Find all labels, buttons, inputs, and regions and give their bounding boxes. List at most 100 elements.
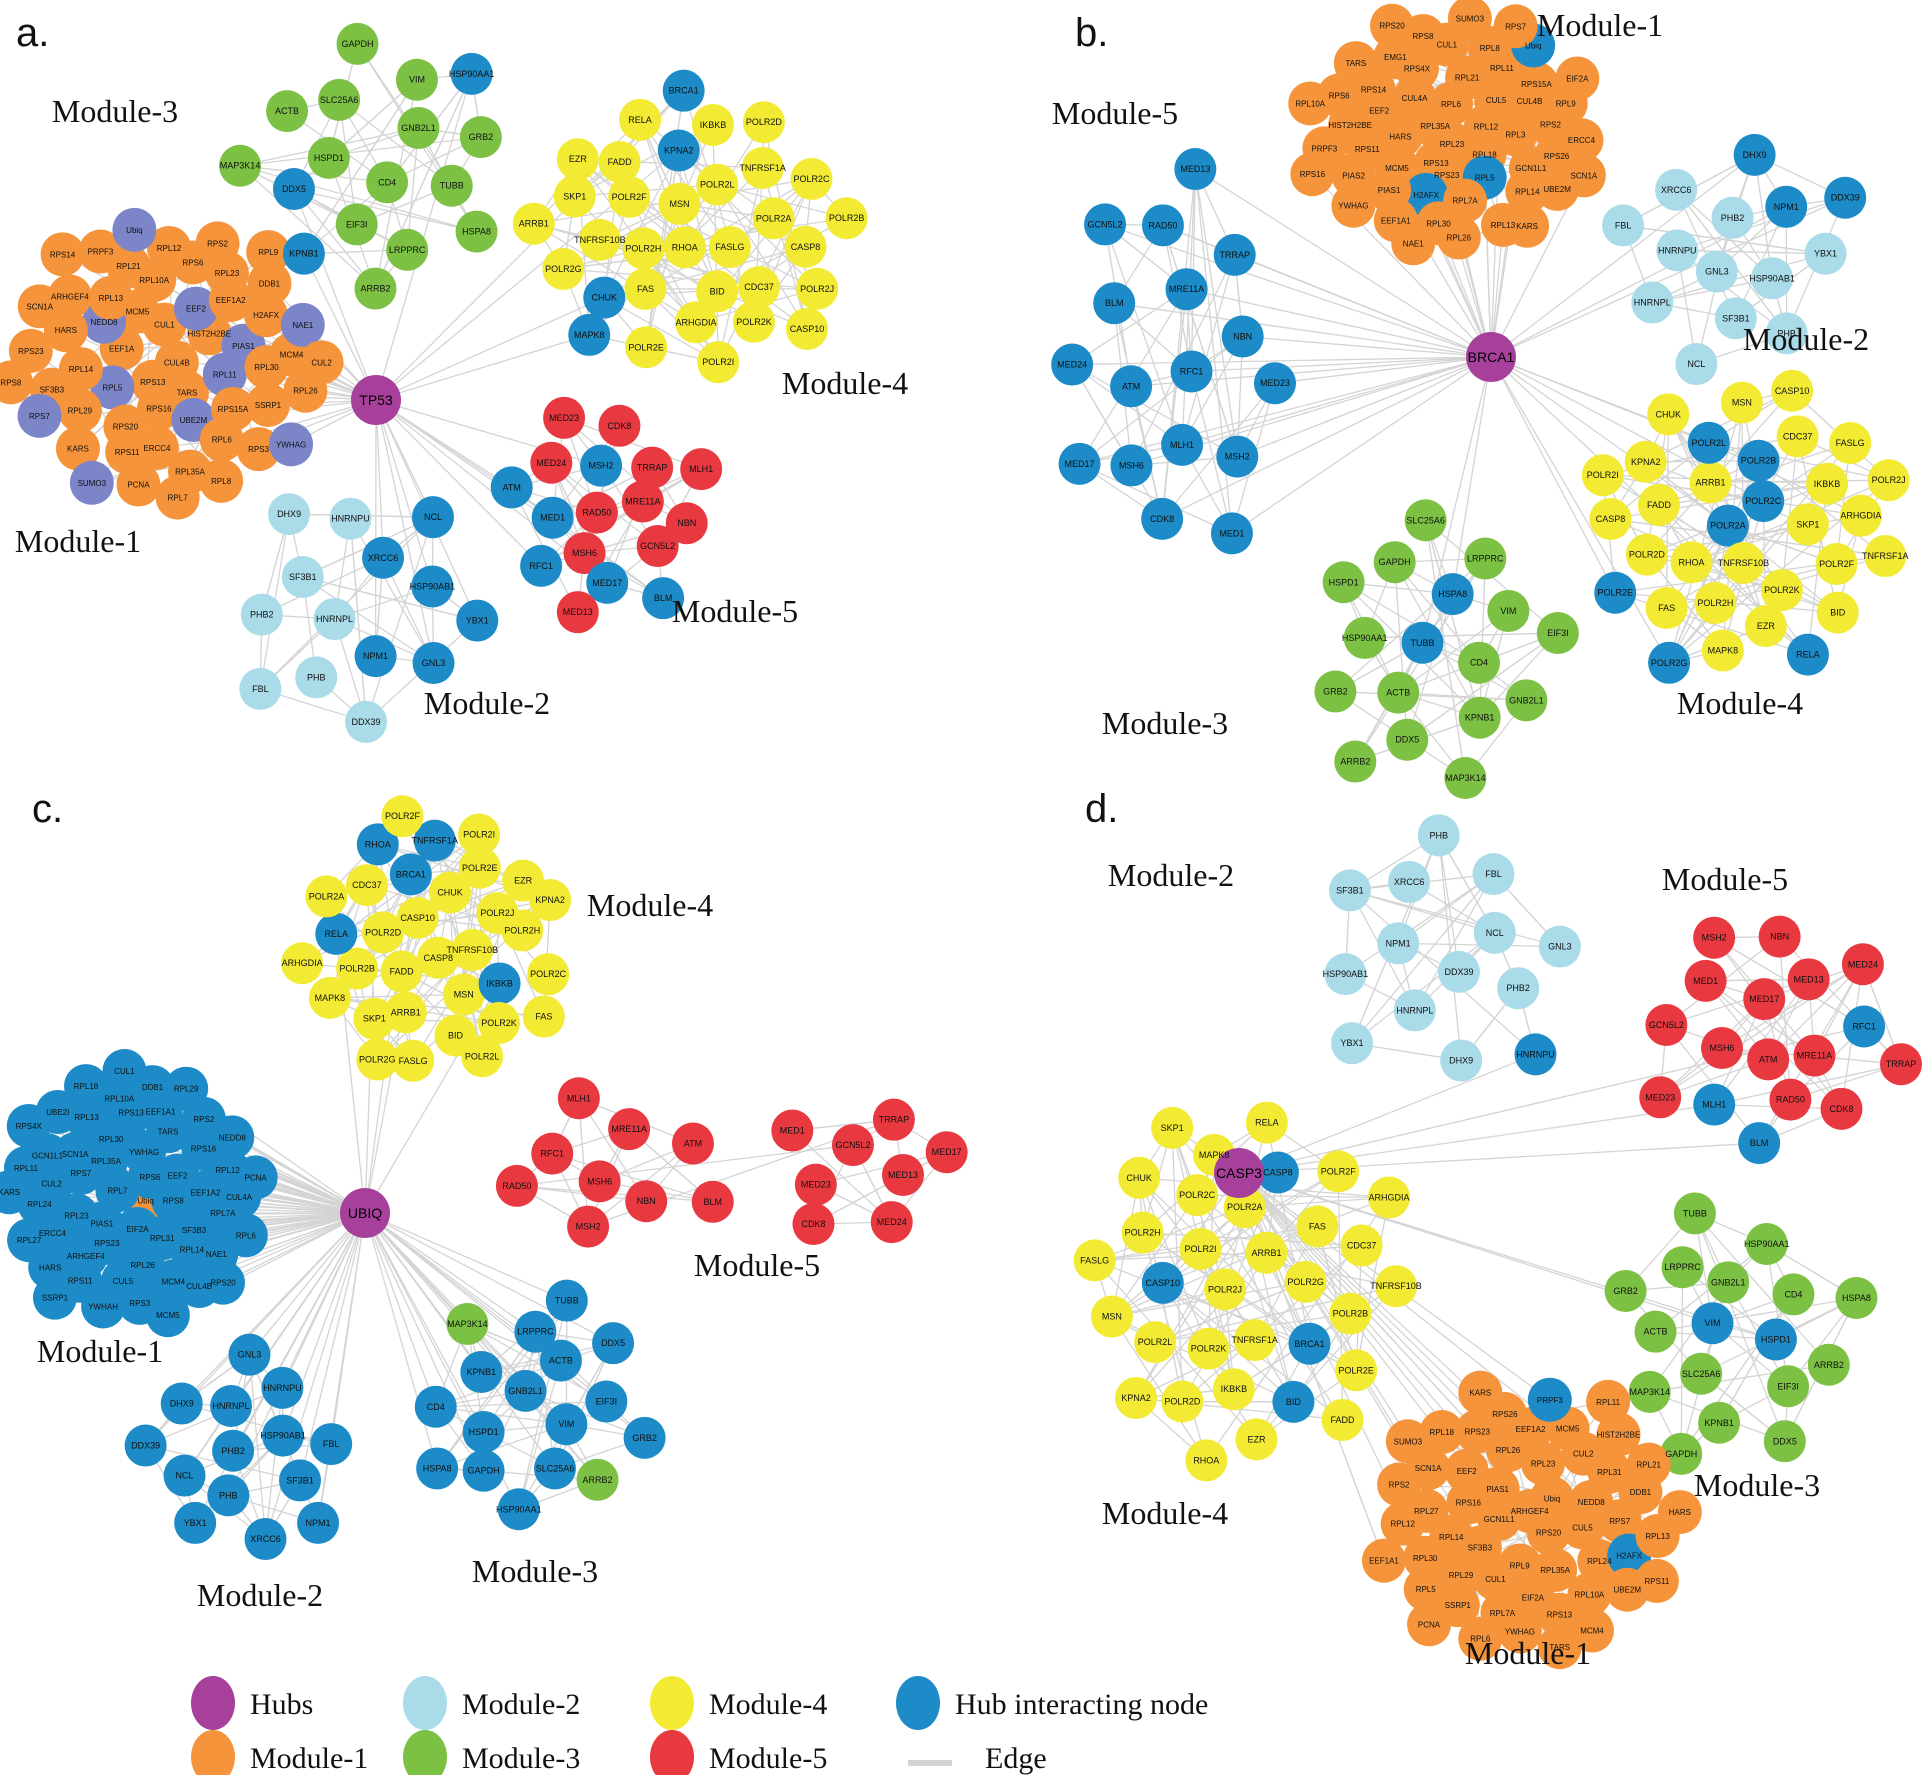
node-label-KPNB1: KPNB1 [467, 1367, 497, 1377]
node-POLR2B [1329, 1292, 1372, 1335]
node-label-YWHAG: YWHAG [276, 440, 306, 449]
hub-edge [1274, 356, 1492, 384]
node-MED24 [1841, 943, 1884, 986]
node-label-LRPPRC: LRPPRC [1467, 553, 1504, 563]
node-label-HIST2H2BE: HIST2H2BE [1328, 121, 1372, 130]
node-label-PIAS1: PIAS1 [1486, 1485, 1509, 1494]
node-KPNA2 [529, 879, 572, 922]
node-label-MED17: MED17 [592, 578, 622, 588]
node-label-SF3B1: SF3B1 [1722, 313, 1750, 323]
node-MED13 [1787, 958, 1830, 1001]
hub-edge [375, 399, 542, 567]
node-TNFRSF1A [741, 147, 784, 190]
node-label-RHOA: RHOA [672, 242, 698, 252]
node-label-PHB2: PHB2 [221, 1446, 245, 1456]
node-label-MED23: MED23 [801, 1180, 831, 1190]
node-label-GNL3: GNL3 [1705, 267, 1729, 277]
node-label-CDC37: CDC37 [744, 282, 774, 292]
node-label-CASP8: CASP8 [1596, 514, 1626, 524]
node-label-RPL35A: RPL35A [1420, 122, 1450, 131]
node-label-HSP90AA1: HSP90AA1 [1744, 1239, 1790, 1249]
node-label-NPM1: NPM1 [1386, 938, 1411, 948]
node-label-CUL4B: CUL4B [164, 358, 190, 367]
node-RPS23 [8, 328, 53, 373]
node-label-POLR2J: POLR2J [1872, 475, 1906, 485]
node-MRE11A [1793, 1034, 1836, 1077]
module-label: Module-5 [694, 1247, 820, 1283]
node-POLR2F [1317, 1150, 1360, 1193]
node-label-RPL23: RPL23 [64, 1211, 89, 1220]
node-label-CDK8: CDK8 [1150, 514, 1174, 524]
node-label-RPS14: RPS14 [50, 250, 76, 259]
node-label-POLR2A: POLR2A [1710, 521, 1746, 531]
node-RFC1 [531, 1132, 574, 1175]
node-label-IKBKB: IKBKB [700, 120, 727, 130]
hub-edge [375, 399, 435, 664]
node-KPNB1 [1698, 1401, 1741, 1444]
node-HSP90AA1 [1343, 616, 1386, 659]
node-label-RPL27: RPL27 [1414, 1507, 1439, 1516]
node-label-EEF1A2: EEF1A2 [1516, 1425, 1546, 1434]
hub-edge [364, 1212, 438, 1469]
node-POLR2B [825, 197, 868, 240]
hub-edge [303, 253, 377, 401]
node-FASLG [1829, 422, 1872, 465]
node-label-MSH2: MSH2 [1225, 452, 1250, 462]
node-label-TUBB: TUBB [1683, 1208, 1707, 1218]
node-label-RPL6: RPL6 [1441, 100, 1462, 109]
node-ARHGDIA [281, 942, 324, 985]
node-POLR2A [305, 875, 348, 918]
hub-node-CASP3 [1214, 1148, 1264, 1198]
node-label-RPL21: RPL21 [116, 262, 141, 271]
node-label-KARS: KARS [1469, 1389, 1491, 1398]
edge [791, 1130, 893, 1223]
edge [1406, 593, 1454, 740]
hub-edge [1237, 356, 1492, 458]
node-MED1 [1210, 512, 1253, 555]
edge [1677, 249, 1826, 255]
node-TNFRSF10B [578, 218, 621, 261]
node-label-POLR2D: POLR2D [1629, 550, 1666, 560]
hub-edge [375, 90, 685, 401]
module-label: Module-3 [472, 1553, 598, 1589]
node-label-DHX9: DHX9 [277, 509, 301, 519]
node-label-TUBB: TUBB [440, 181, 464, 191]
edge [1079, 463, 1233, 534]
node-label-MLH1: MLH1 [689, 464, 713, 474]
node-label-RPS16: RPS16 [146, 405, 172, 414]
module-label: Module-4 [587, 887, 713, 923]
node-POLR2D [742, 101, 785, 144]
node-label-RPS2: RPS2 [207, 239, 228, 248]
edge [1394, 561, 1480, 664]
node-label-DDX39: DDX39 [1444, 967, 1473, 977]
node-label-POLR2L: POLR2L [1138, 1337, 1173, 1347]
nodes-panel-d [1073, 814, 1922, 1670]
node-HSPA8 [455, 210, 498, 253]
legend-label: Module-4 [709, 1688, 827, 1721]
node-MED17 [586, 561, 629, 604]
node-ARHGDIA [675, 301, 718, 344]
node-MSH6 [578, 1160, 621, 1203]
node-label-POLR2B: POLR2B [1333, 1309, 1369, 1319]
node-label-GNL3: GNL3 [422, 658, 446, 668]
node-label-MSH6: MSH6 [1119, 460, 1144, 470]
node-LRPPRC [1661, 1246, 1704, 1289]
node-label-XRCC6: XRCC6 [1394, 877, 1425, 887]
node-label-POLR2I: POLR2I [702, 357, 734, 367]
node-label-YWHAG: YWHAG [1338, 202, 1368, 211]
node-NBN [665, 502, 708, 545]
edge [1602, 474, 1764, 502]
node-label-RPL7A: RPL7A [210, 1209, 236, 1218]
node-HSP90AB1 [411, 565, 454, 608]
node-GCN5L2 [831, 1124, 874, 1167]
node-POLR2H [1121, 1211, 1164, 1254]
edge [1718, 1294, 1795, 1424]
node-MED23 [543, 396, 586, 439]
edge [1714, 1063, 1902, 1106]
node-label-RPL10A: RPL10A [1574, 1590, 1604, 1599]
node-label-FAS: FAS [535, 1012, 552, 1022]
node-RPL31 [1587, 1449, 1632, 1494]
node-label-DDX5: DDX5 [1773, 1436, 1797, 1446]
node-label-CDK8: CDK8 [607, 421, 631, 431]
node-label-EEF2: EEF2 [186, 305, 207, 314]
